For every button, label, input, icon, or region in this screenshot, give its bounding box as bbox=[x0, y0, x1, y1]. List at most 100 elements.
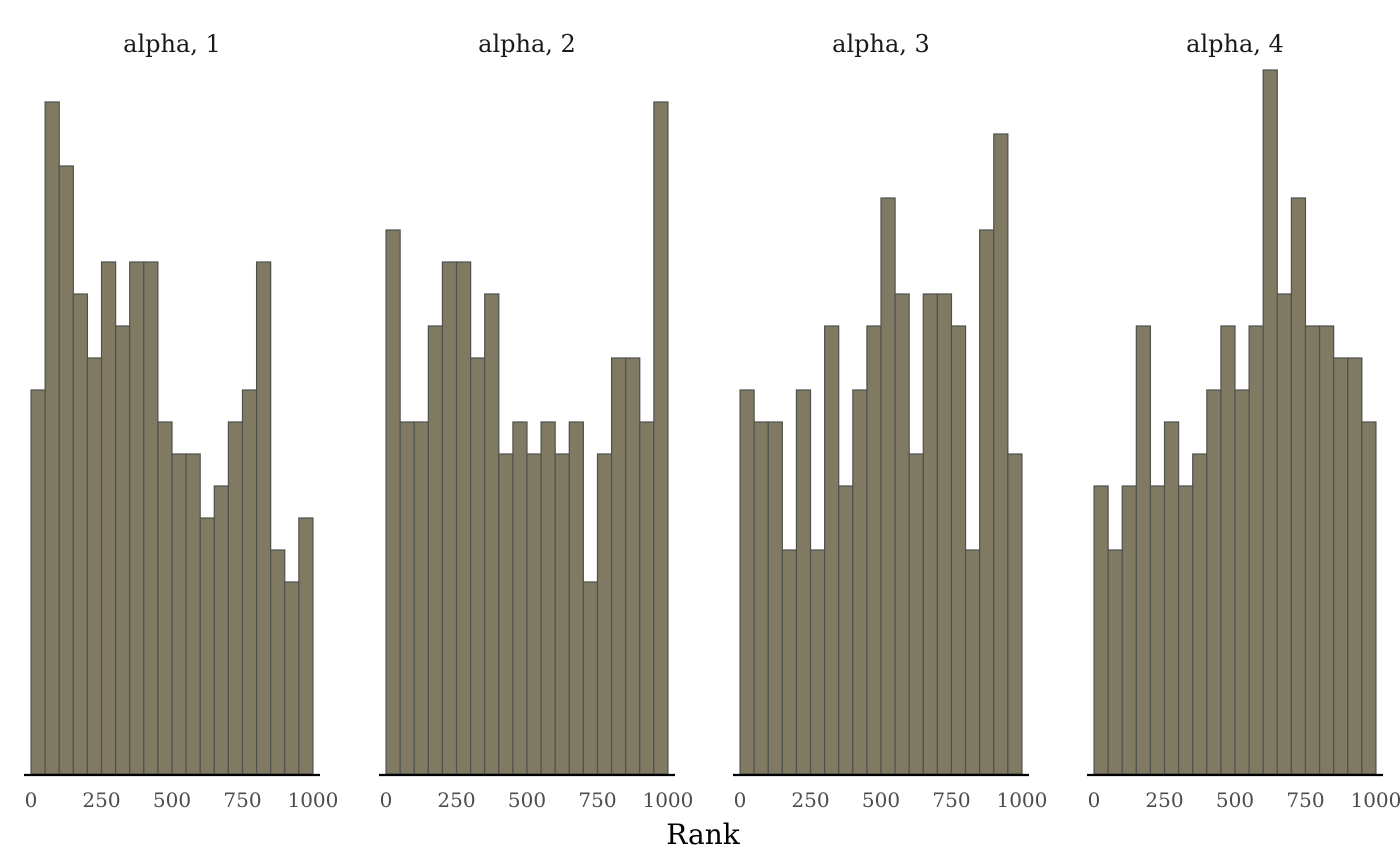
x-tick-label: 750 bbox=[932, 788, 970, 812]
histogram-bar bbox=[809, 549, 826, 775]
histogram-bar bbox=[1262, 69, 1278, 775]
histogram-bar bbox=[1234, 389, 1250, 775]
histogram-bar bbox=[582, 581, 599, 775]
x-tick-label: 250 bbox=[437, 788, 475, 812]
histogram-bar bbox=[908, 453, 924, 775]
histogram-bar bbox=[894, 293, 910, 775]
histogram-bar bbox=[1093, 485, 1109, 775]
x-tick-label: 500 bbox=[862, 788, 900, 812]
histogram-bar bbox=[44, 101, 60, 775]
histogram-bar bbox=[1248, 325, 1264, 775]
x-tick-label: 1000 bbox=[287, 788, 338, 812]
panel-title: alpha, 3 bbox=[832, 30, 930, 58]
histogram-bar bbox=[143, 261, 159, 775]
histogram-bar bbox=[1007, 453, 1023, 775]
histogram-bar bbox=[922, 293, 938, 775]
panel-title: alpha, 2 bbox=[478, 30, 576, 58]
histogram-bar bbox=[568, 421, 584, 775]
histogram-bar bbox=[824, 325, 840, 775]
histogram-bar bbox=[470, 357, 486, 775]
x-tick-label: 0 bbox=[380, 788, 393, 812]
histogram-bar bbox=[554, 453, 570, 775]
histogram-bar bbox=[993, 133, 1009, 775]
histogram-bar bbox=[964, 549, 981, 775]
panel-title: alpha, 1 bbox=[123, 30, 221, 58]
x-tick-label: 0 bbox=[25, 788, 38, 812]
histogram-bar bbox=[1220, 325, 1236, 775]
x-tick-label: 500 bbox=[153, 788, 191, 812]
histogram-bar bbox=[298, 517, 314, 775]
x-tick-label: 750 bbox=[223, 788, 261, 812]
histogram-bar bbox=[781, 549, 798, 775]
panel-3: alpha, 3 0 250 500 750 1000 bbox=[733, 30, 1047, 812]
x-tick-label: 250 bbox=[82, 788, 120, 812]
x-axis-label: Rank bbox=[666, 818, 740, 851]
x-tick-label: 500 bbox=[508, 788, 546, 812]
facet-panels: alpha, 1 0 250 500 750 1000 alpha, 2 0 250 500 750… bbox=[24, 30, 1400, 812]
histogram-bar bbox=[639, 421, 655, 775]
x-tick-label: 0 bbox=[734, 788, 747, 812]
histogram-bar bbox=[58, 165, 74, 775]
histogram-bar bbox=[936, 293, 953, 775]
histogram-bar bbox=[129, 261, 145, 775]
histogram-bar bbox=[72, 293, 89, 775]
histogram-bar bbox=[1135, 325, 1152, 775]
histogram-bar bbox=[979, 229, 995, 775]
histogram-bar bbox=[512, 421, 528, 775]
x-tick-label: 250 bbox=[1145, 788, 1183, 812]
histogram-bar bbox=[767, 421, 783, 775]
histogram-bar bbox=[100, 261, 117, 775]
histogram-bar bbox=[1149, 485, 1166, 775]
histogram-bar bbox=[199, 517, 215, 775]
histogram-bar bbox=[1206, 389, 1222, 775]
x-tick-label: 750 bbox=[578, 788, 616, 812]
histogram-bar bbox=[540, 421, 556, 775]
histogram-bar bbox=[852, 389, 868, 775]
histogram-bar bbox=[484, 293, 500, 775]
x-tick-label: 1000 bbox=[642, 788, 693, 812]
histogram-bar bbox=[115, 325, 131, 775]
histogram-bar bbox=[227, 421, 244, 775]
x-tick-label: 1000 bbox=[996, 788, 1047, 812]
histogram-bar bbox=[625, 357, 641, 775]
histogram-bar bbox=[1192, 453, 1208, 775]
histogram-bar bbox=[498, 453, 514, 775]
histogram-bar bbox=[441, 261, 458, 775]
histogram-bar bbox=[270, 549, 286, 775]
histogram-bar bbox=[157, 421, 173, 775]
histogram-bar bbox=[385, 229, 401, 775]
histogram-bar bbox=[1121, 485, 1137, 775]
histogram-bar bbox=[1318, 325, 1335, 775]
histogram-bar bbox=[1361, 421, 1377, 775]
histogram-bar bbox=[1333, 357, 1349, 775]
histogram-bar bbox=[284, 581, 300, 775]
panel-4: alpha, 4 0 250 500 750 1000 bbox=[1087, 30, 1400, 812]
histogram-bar bbox=[880, 197, 896, 775]
histogram-bar bbox=[171, 453, 187, 775]
x-tick-label: 0 bbox=[1088, 788, 1101, 812]
x-tick-label: 750 bbox=[1286, 788, 1324, 812]
histogram-bar bbox=[526, 453, 542, 775]
panel-title: alpha, 4 bbox=[1186, 30, 1284, 58]
histogram-bar bbox=[753, 421, 769, 775]
panel-1: alpha, 1 0 250 500 750 1000 bbox=[24, 30, 338, 812]
histogram-bar bbox=[399, 421, 415, 775]
histogram-bar bbox=[653, 101, 669, 775]
histogram-bar bbox=[1178, 485, 1194, 775]
histogram-bar bbox=[596, 453, 613, 775]
histogram-bar bbox=[213, 485, 229, 775]
panel-2: alpha, 2 0 250 500 750 1000 bbox=[379, 30, 693, 812]
histogram-bar bbox=[739, 389, 755, 775]
x-tick-label: 1000 bbox=[1350, 788, 1400, 812]
histogram-bar bbox=[455, 261, 472, 775]
histogram-bar bbox=[1163, 421, 1180, 775]
histogram-bar bbox=[185, 453, 201, 775]
histogram-bar bbox=[795, 389, 812, 775]
histogram-bar bbox=[1304, 325, 1321, 775]
x-tick-label: 500 bbox=[1216, 788, 1254, 812]
histogram-bar bbox=[866, 325, 882, 775]
histogram-bar bbox=[950, 325, 967, 775]
x-tick-label: 250 bbox=[791, 788, 829, 812]
histogram-bar bbox=[838, 485, 854, 775]
